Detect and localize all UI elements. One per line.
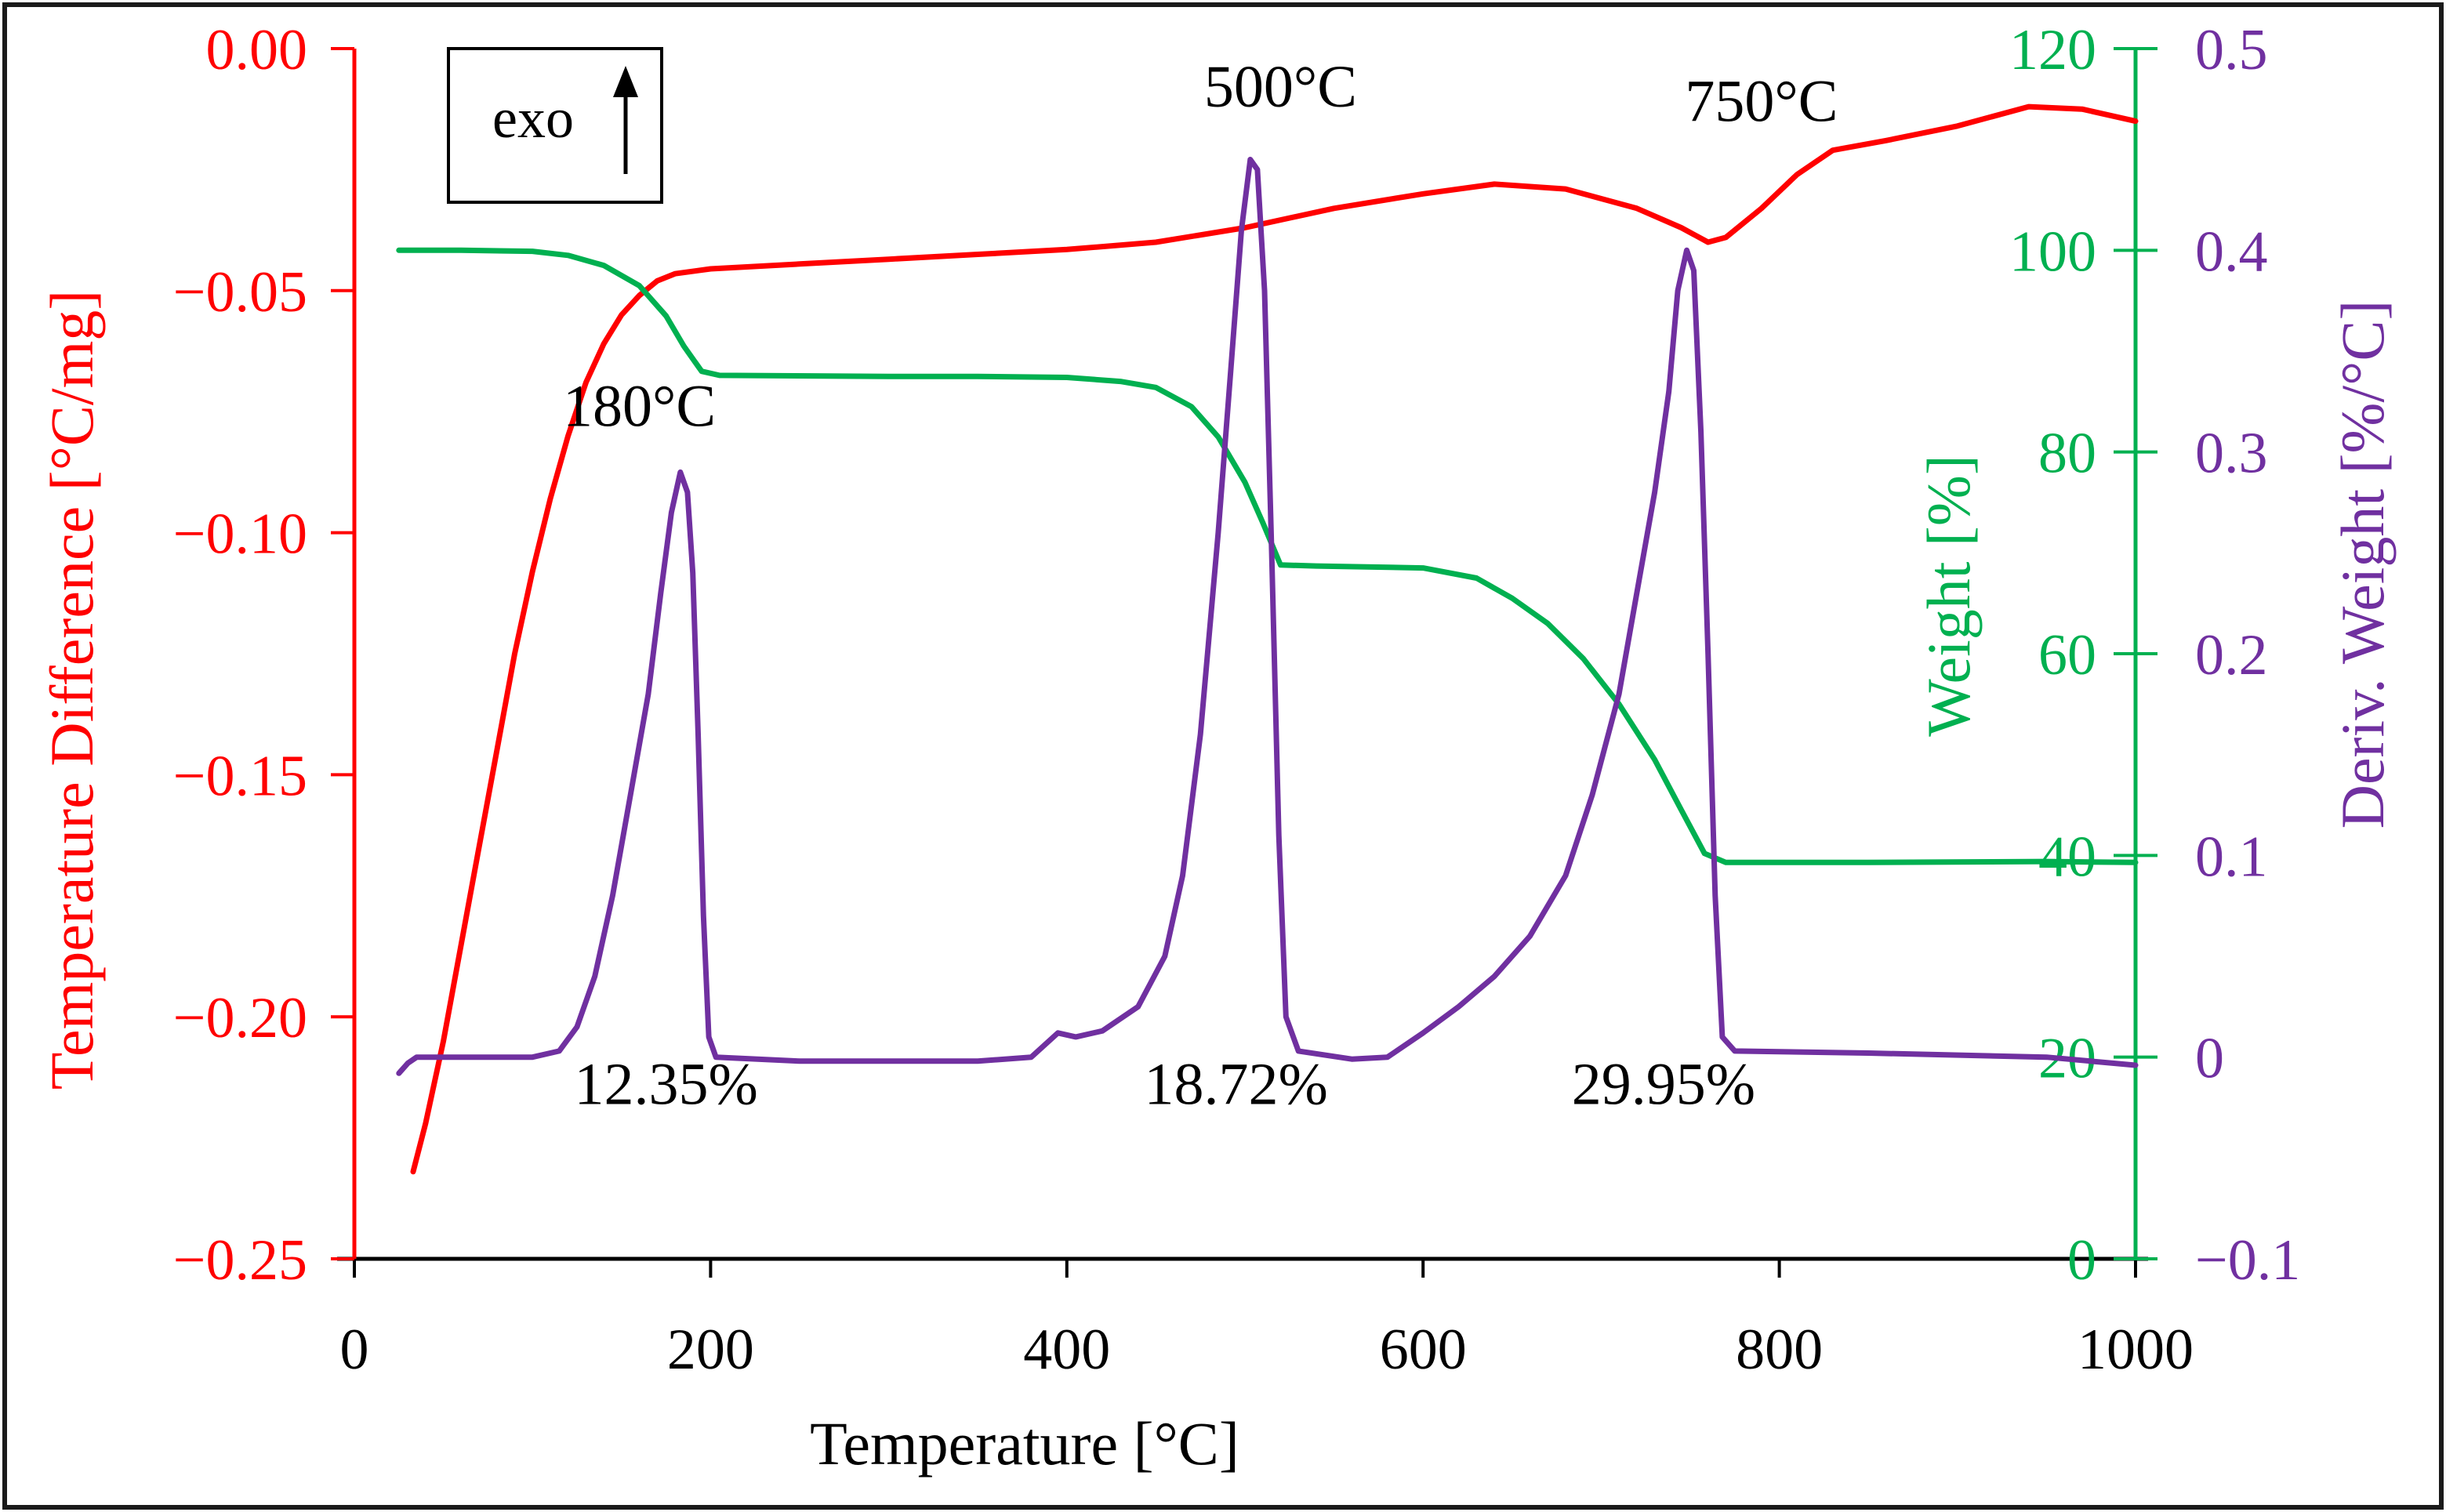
left-tick-label: −0.15 xyxy=(173,744,307,808)
series-layer xyxy=(396,103,2139,1175)
x-tick-label: 0 xyxy=(340,1318,369,1382)
left-axis-title: Temperature Difference [°C/mg] xyxy=(38,290,106,1090)
x-tick-label: 200 xyxy=(667,1318,754,1382)
x-tick-label: 800 xyxy=(1736,1318,1823,1382)
left-tick-label: −0.20 xyxy=(173,986,307,1050)
series-line-weight xyxy=(396,247,2139,865)
weight-tick-label: 80 xyxy=(2038,422,2096,486)
series-line-temperature-difference xyxy=(410,103,2139,1175)
annotation-label: 12.35% xyxy=(574,1051,757,1117)
annotations-layer: 180°C 500°C 750°C 12.35% 18.72% 29.95% xyxy=(563,54,1838,1117)
weight-tick-label: 0 xyxy=(2067,1228,2096,1293)
annotation-label: 18.72% xyxy=(1144,1051,1327,1117)
annotation-label: 180°C xyxy=(563,374,716,440)
left-tick-label: −0.25 xyxy=(173,1228,307,1293)
deriv-weight-tick-label: 0.5 xyxy=(2195,18,2268,82)
deriv-weight-tick-label: 0.1 xyxy=(2195,825,2268,889)
x-tick-label: 1000 xyxy=(2078,1318,2194,1382)
ticks-layer: 0 200 400 600 800 10000.00−0.05−0.10−0.15−0.2… xyxy=(173,18,2300,1382)
annotation-label: 500°C xyxy=(1204,54,1357,120)
up-arrow-icon xyxy=(613,66,638,174)
weight-tick-label: 120 xyxy=(2009,18,2096,82)
weight-axis-title: Weight [%] xyxy=(1914,455,1983,737)
annotation-label: 750°C xyxy=(1685,69,1838,135)
weight-tick-label: 60 xyxy=(2038,623,2096,687)
deriv-weight-tick-label: −0.1 xyxy=(2195,1228,2300,1293)
legend-exo-text: exo xyxy=(492,87,574,150)
legend-box: exo xyxy=(447,47,663,204)
x-axis-title: Temperature [°C] xyxy=(810,1409,1239,1478)
deriv-weight-tick-label: 0.4 xyxy=(2195,219,2268,284)
series-line-deriv-weight xyxy=(396,157,2139,1076)
left-tick-label: −0.05 xyxy=(173,260,307,325)
deriv-weight-tick-label: 0.3 xyxy=(2195,422,2268,486)
deriv-weight-tick-label: 0 xyxy=(2195,1027,2224,1091)
deriv-weight-tick-label: 0.2 xyxy=(2195,623,2268,687)
left-tick-label: −0.10 xyxy=(173,502,307,567)
deriv-weight-axis-title: Deriv. Weight [%/°C] xyxy=(2328,300,2397,829)
weight-tick-label: 40 xyxy=(2038,825,2096,889)
annotation-label: 29.95% xyxy=(1572,1051,1755,1117)
x-tick-label: 400 xyxy=(1023,1318,1110,1382)
x-tick-label: 600 xyxy=(1380,1318,1467,1382)
left-tick-label: 0.00 xyxy=(206,18,308,82)
weight-tick-label: 100 xyxy=(2009,219,2096,284)
